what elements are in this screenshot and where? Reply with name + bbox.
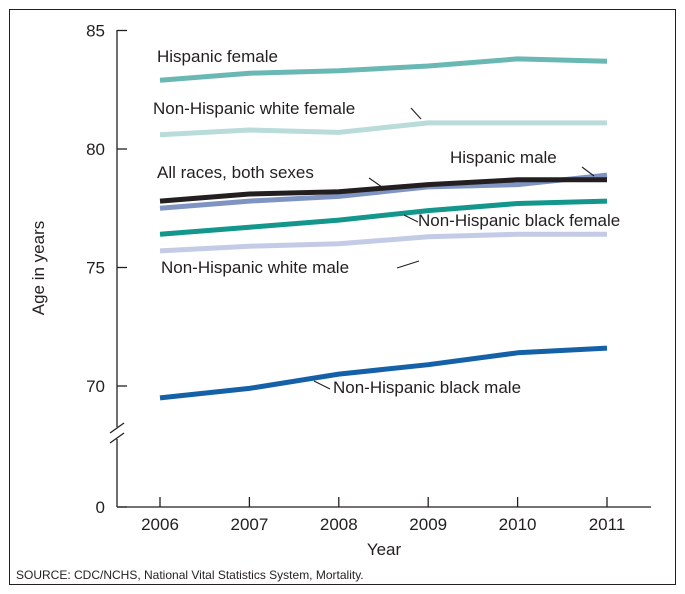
label-leader-line: [410, 107, 422, 120]
label-leader-line: [313, 380, 331, 390]
series-label: Non-Hispanic black female: [418, 211, 620, 230]
series-lines: [159, 56, 608, 401]
series-line: [159, 120, 607, 138]
x-tick-label: 2007: [230, 515, 268, 534]
label-leader-line: [403, 214, 419, 223]
x-tick-label: 2010: [499, 515, 537, 534]
x-tick-label: 2009: [409, 515, 447, 534]
chart-frame: [9, 9, 676, 585]
y-ticks: 0 70 75 80 85: [86, 22, 127, 517]
series-label: Non-Hispanic white female: [153, 99, 355, 118]
y-tick-label: 75: [86, 259, 105, 278]
series-line: [159, 231, 607, 254]
series-line: [159, 56, 608, 83]
series-label: Non-Hispanic white male: [161, 258, 349, 277]
x-tick-label: 2011: [589, 515, 626, 534]
y-axis-title: Age in years: [29, 221, 48, 316]
series-label: Hispanic female: [157, 47, 278, 66]
y-tick-label: 85: [86, 22, 105, 41]
axes: [109, 30, 651, 508]
y-tick-label: 0: [96, 498, 105, 517]
x-ticks: 2006 2007 2008 2009 2010 2011: [141, 497, 625, 534]
axis-break-mark-1: [109, 422, 125, 434]
x-axis-title: Year: [367, 540, 402, 559]
series-label: Hispanic male: [450, 148, 557, 167]
series-line: [159, 198, 608, 237]
x-tick-label: 2008: [320, 515, 358, 534]
series-line: [159, 345, 608, 401]
y-tick-label: 80: [86, 140, 105, 159]
series-label: Non-Hispanic black male: [333, 378, 521, 397]
source-note: SOURCE: CDC/NCHS, National Vital Statist…: [16, 568, 364, 582]
series-label: All races, both sexes: [157, 163, 314, 182]
x-tick-label: 2006: [141, 515, 179, 534]
y-tick-label: 70: [86, 377, 105, 396]
label-leader-line: [581, 166, 595, 177]
series-line: [159, 172, 608, 211]
label-leader-line: [396, 260, 420, 269]
label-leader-line: [368, 177, 383, 188]
axis-break-mark-2: [109, 432, 125, 444]
series-line: [159, 177, 607, 204]
series-labels: Hispanic female Non-Hispanic white female…: [153, 47, 620, 397]
